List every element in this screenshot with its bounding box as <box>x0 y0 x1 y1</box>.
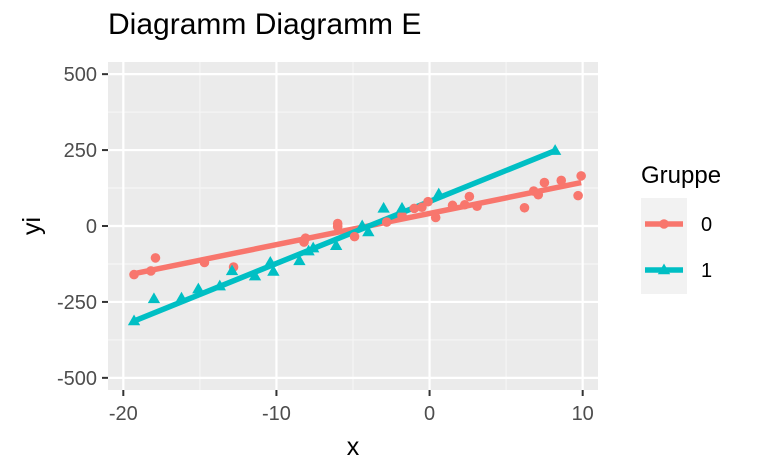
data-point-group-0 <box>146 266 156 276</box>
data-point-group-0 <box>533 189 544 200</box>
data-point-group-1 <box>329 239 343 250</box>
data-point-group-0 <box>459 199 470 210</box>
legend-key-marker-0 <box>659 219 669 229</box>
data-point-group-0 <box>573 190 583 201</box>
data-point-group-1 <box>225 264 239 276</box>
data-point-group-0 <box>576 171 586 181</box>
data-point-group-1 <box>213 279 226 291</box>
data-point-group-0 <box>430 212 441 223</box>
data-point-group-1 <box>264 255 277 267</box>
data-point-group-0 <box>539 177 550 188</box>
data-point-group-1 <box>377 201 390 213</box>
data-point-group-0 <box>423 196 433 207</box>
data-point-group-1 <box>548 144 562 155</box>
legend-key-marker-1 <box>657 263 671 275</box>
data-point-group-0 <box>300 233 311 243</box>
y-tick-label: 0 <box>86 216 97 238</box>
legend-title: Gruppe <box>641 162 721 189</box>
data-point-group-0 <box>447 200 458 211</box>
x-tick-label: 0 <box>424 403 435 425</box>
x-tick-label: 10 <box>572 403 594 425</box>
x-axis-label: x <box>347 433 360 461</box>
data-point-group-1 <box>175 291 188 303</box>
x-tick-label: -20 <box>109 403 138 425</box>
data-point-group-1 <box>127 314 141 326</box>
legend: Gruppe 0 1 <box>641 162 721 294</box>
data-point-group-0 <box>349 231 360 242</box>
data-point-group-0 <box>519 202 530 213</box>
y-tick-label: -250 <box>57 292 97 314</box>
data-point-group-0 <box>472 201 482 212</box>
data-points <box>127 144 586 326</box>
data-point-group-0 <box>199 257 210 268</box>
data-point-group-1 <box>395 201 409 213</box>
chart-title: Diagramm Diagramm E <box>108 8 422 41</box>
data-point-group-1 <box>356 219 369 231</box>
data-point-group-0 <box>556 175 567 186</box>
y-tick-label: -500 <box>57 368 97 390</box>
legend-label-1: 1 <box>701 260 712 282</box>
y-tick-label: 250 <box>64 140 97 162</box>
data-point-group-0 <box>150 253 161 263</box>
data-point-group-1 <box>248 269 262 281</box>
data-point-group-1 <box>147 292 161 304</box>
data-point-group-0 <box>332 221 343 232</box>
x-tick-label: -10 <box>262 403 291 425</box>
data-point-group-0 <box>381 217 392 227</box>
data-point-group-0 <box>409 203 420 214</box>
data-point-group-0 <box>129 269 139 280</box>
data-point-group-1 <box>293 254 306 266</box>
data-point-group-0 <box>417 202 427 212</box>
data-point-group-1 <box>307 241 320 253</box>
legend-label-0: 0 <box>701 214 712 236</box>
data-point-group-1 <box>432 187 445 199</box>
y-tick-label: 500 <box>64 64 97 86</box>
axes: -20 -10 0 10 -500 -250 0 250 500 <box>57 64 594 425</box>
data-point-group-1 <box>192 282 205 294</box>
y-axis-label: yi <box>18 217 46 235</box>
data-point-group-0 <box>397 210 407 221</box>
data-point-group-0 <box>464 191 475 202</box>
data-point-group-1 <box>267 265 280 276</box>
legend-key-background <box>641 198 687 294</box>
fit-line-group-1 <box>132 148 557 324</box>
data-point-group-1 <box>362 225 375 237</box>
